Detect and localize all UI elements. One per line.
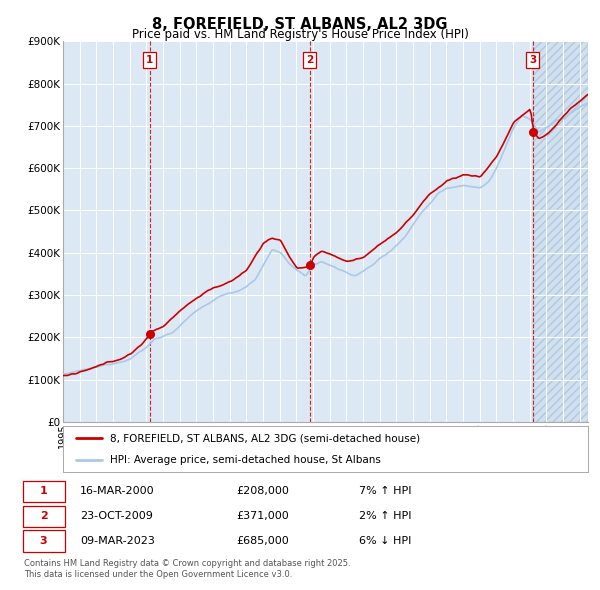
Text: £685,000: £685,000: [236, 536, 289, 546]
Text: 2: 2: [40, 511, 47, 520]
Text: 8, FOREFIELD, ST ALBANS, AL2 3DG (semi-detached house): 8, FOREFIELD, ST ALBANS, AL2 3DG (semi-d…: [110, 434, 421, 444]
Bar: [533, 41, 588, 422]
Text: 1: 1: [40, 486, 47, 496]
Text: 3: 3: [529, 55, 536, 65]
Text: 2% ↑ HPI: 2% ↑ HPI: [359, 511, 412, 520]
Text: 23-OCT-2009: 23-OCT-2009: [80, 511, 152, 520]
Text: 1: 1: [146, 55, 154, 65]
FancyBboxPatch shape: [23, 481, 65, 503]
Text: Price paid vs. HM Land Registry's House Price Index (HPI): Price paid vs. HM Land Registry's House …: [131, 28, 469, 41]
Text: 09-MAR-2023: 09-MAR-2023: [80, 536, 155, 546]
Text: 2: 2: [306, 55, 313, 65]
FancyBboxPatch shape: [23, 506, 65, 527]
Text: Contains HM Land Registry data © Crown copyright and database right 2025.
This d: Contains HM Land Registry data © Crown c…: [24, 559, 350, 579]
Text: HPI: Average price, semi-detached house, St Albans: HPI: Average price, semi-detached house,…: [110, 454, 381, 464]
Text: 16-MAR-2000: 16-MAR-2000: [80, 486, 154, 496]
Text: 3: 3: [40, 536, 47, 546]
Text: £371,000: £371,000: [236, 511, 289, 520]
Text: 7% ↑ HPI: 7% ↑ HPI: [359, 486, 412, 496]
Text: 6% ↓ HPI: 6% ↓ HPI: [359, 536, 411, 546]
Text: 8, FOREFIELD, ST ALBANS, AL2 3DG: 8, FOREFIELD, ST ALBANS, AL2 3DG: [152, 17, 448, 31]
Bar: [533, 41, 588, 422]
Text: £208,000: £208,000: [236, 486, 289, 496]
FancyBboxPatch shape: [23, 530, 65, 552]
